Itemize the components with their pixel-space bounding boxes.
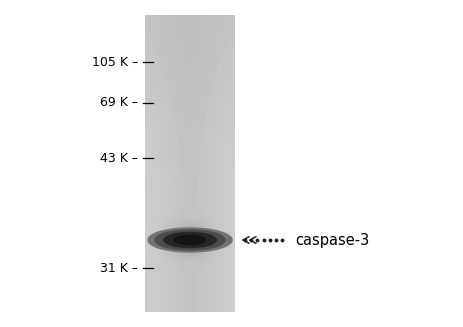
Ellipse shape bbox=[174, 235, 206, 245]
Ellipse shape bbox=[164, 232, 216, 248]
Text: 31 K –: 31 K – bbox=[100, 262, 138, 274]
Text: caspase-3: caspase-3 bbox=[295, 232, 369, 248]
Text: 69 K –: 69 K – bbox=[100, 96, 138, 110]
Ellipse shape bbox=[148, 228, 232, 252]
Text: 105 K –: 105 K – bbox=[92, 56, 138, 68]
Ellipse shape bbox=[155, 230, 225, 250]
Text: 43 K –: 43 K – bbox=[100, 151, 138, 164]
